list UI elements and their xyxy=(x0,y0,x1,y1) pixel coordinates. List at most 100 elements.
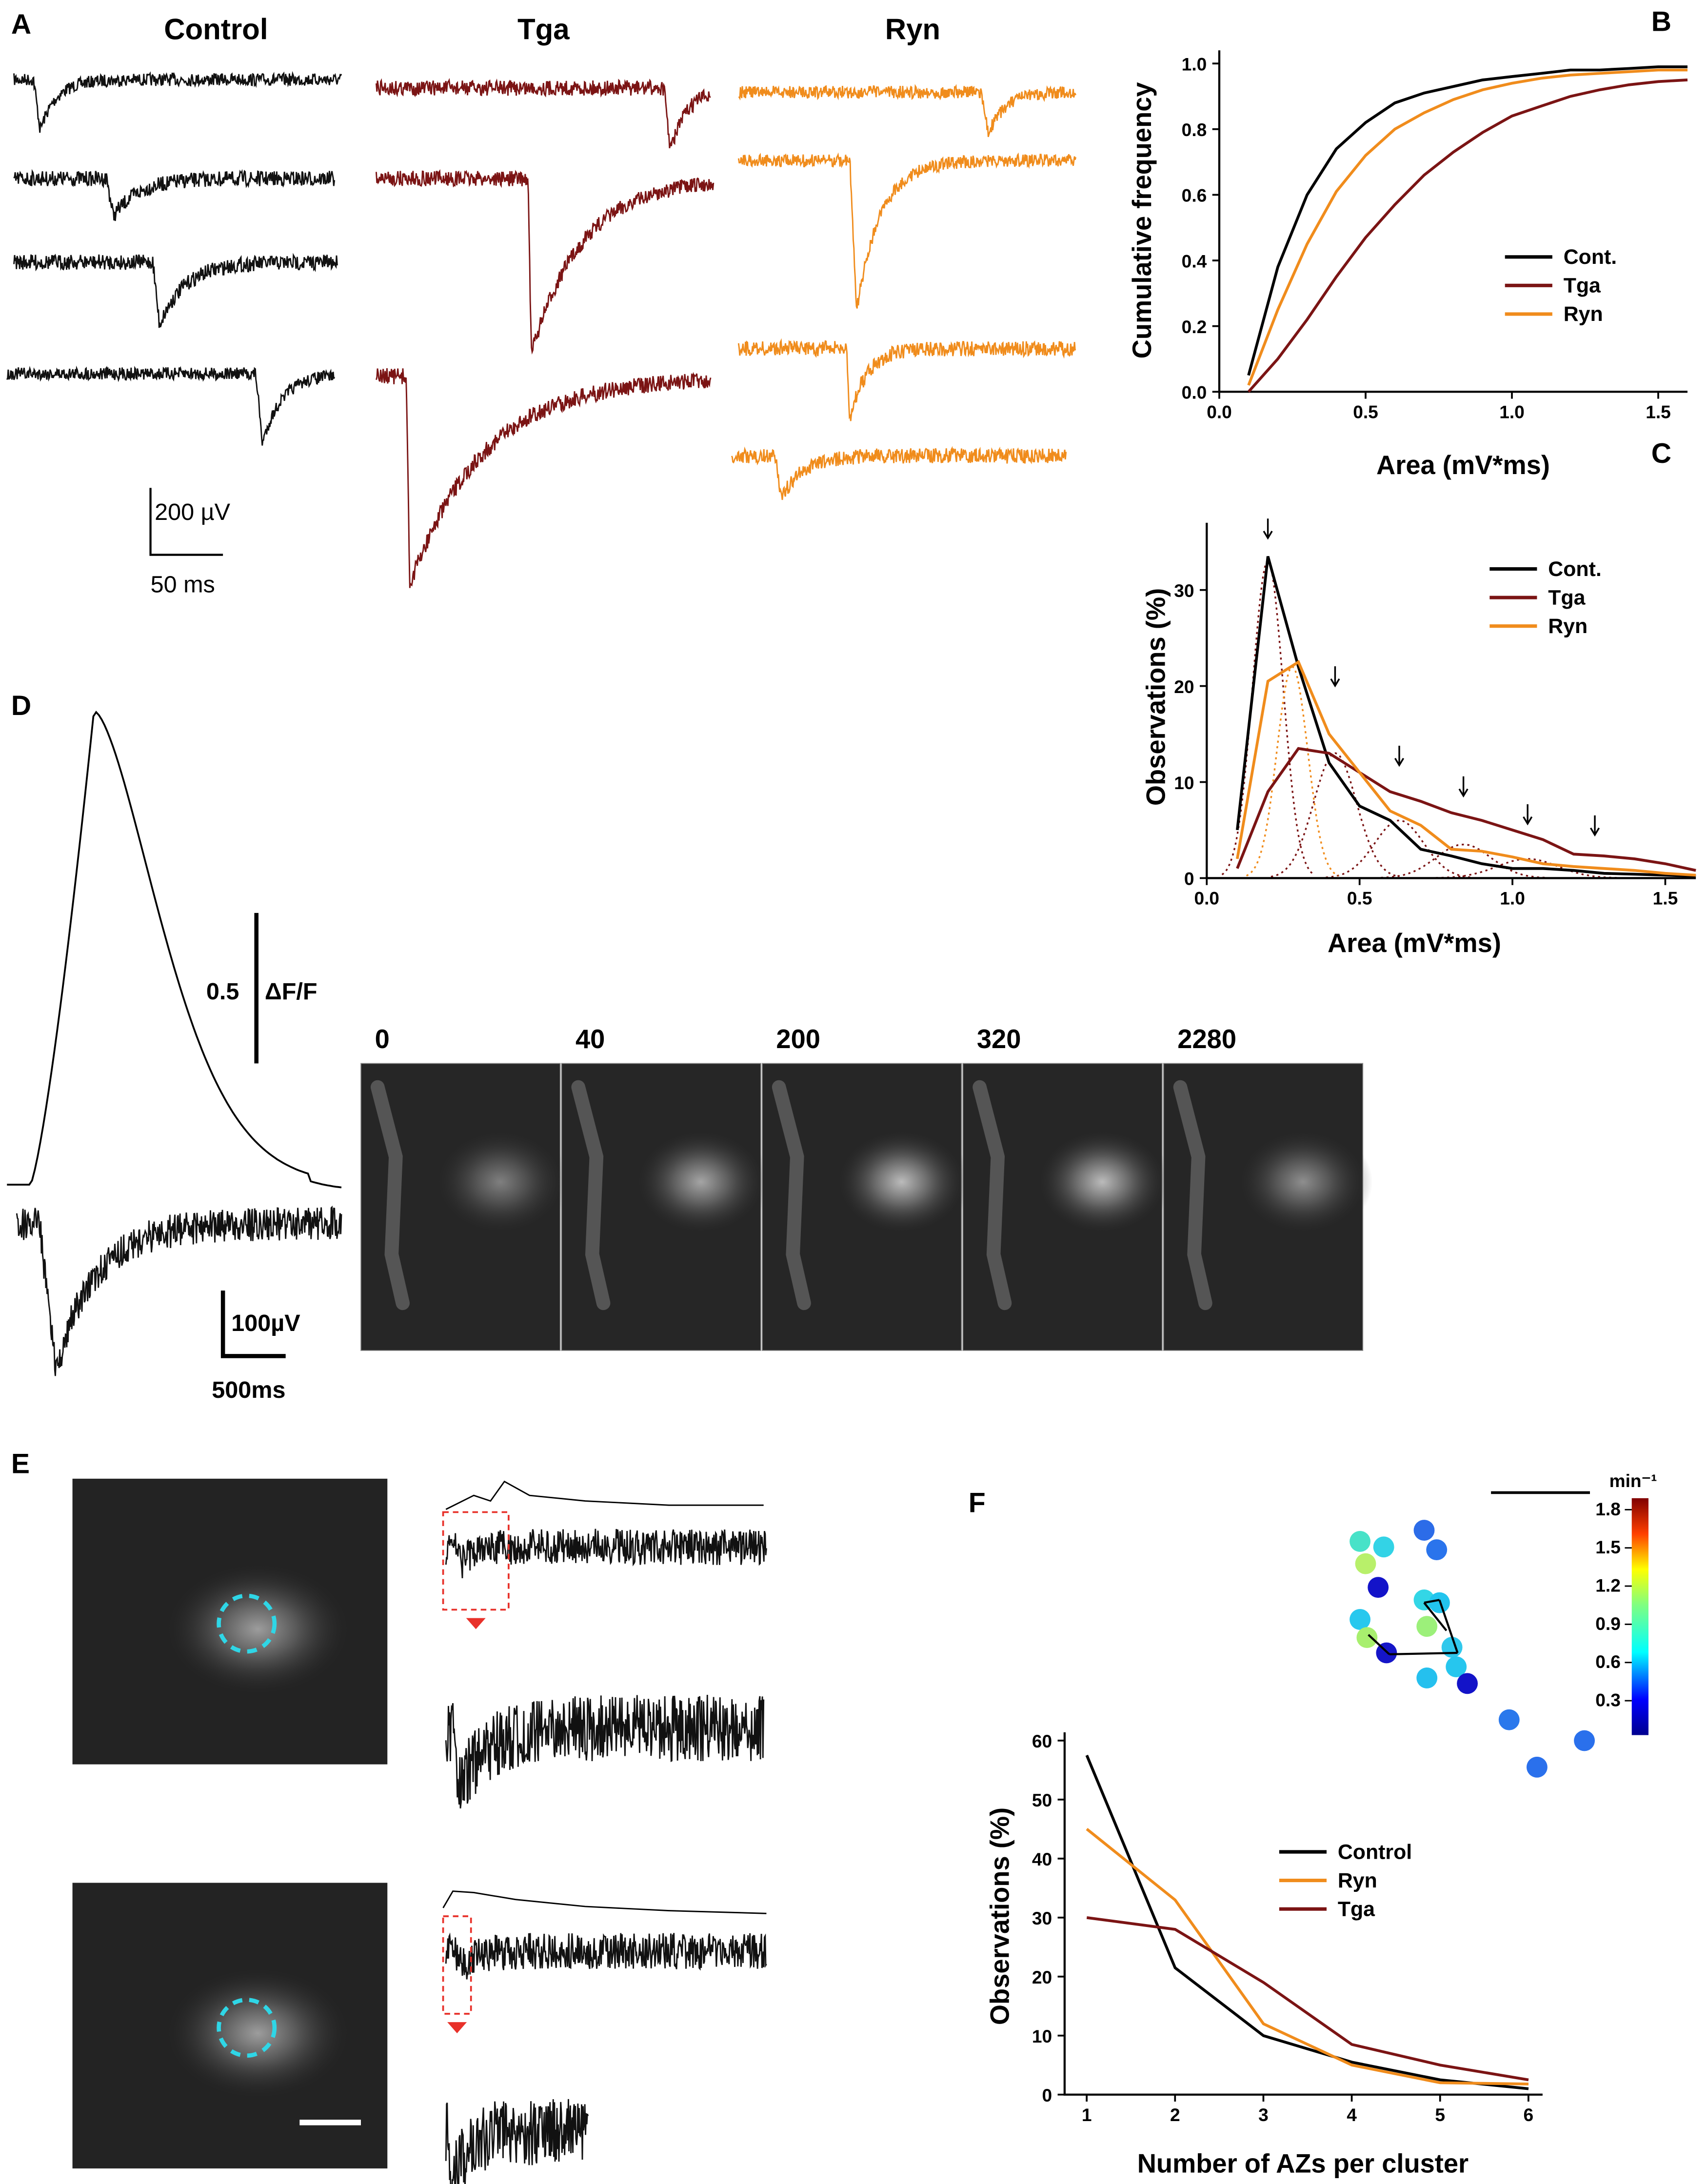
scale-label: ΔF/F xyxy=(265,978,318,1005)
peak-arrow xyxy=(1263,518,1273,540)
colorbar-tick-label: 1.5 xyxy=(1595,1537,1621,1557)
x-tick-label: 1.0 xyxy=(1499,402,1525,422)
fluorescence-trace xyxy=(445,1480,764,1510)
axon-glow xyxy=(1173,1080,1212,1310)
scale-label: 500ms xyxy=(212,1377,285,1403)
trace xyxy=(16,1205,342,1376)
gaussian-fit xyxy=(1270,752,1400,878)
panel-label: B xyxy=(1651,6,1671,37)
cluster-arrows xyxy=(1368,1599,1459,1655)
legend-label: Ryn xyxy=(1548,615,1588,638)
trace xyxy=(13,253,338,328)
x-tick-label: 1 xyxy=(1082,2105,1092,2125)
y-tick-label: 0.4 xyxy=(1182,251,1207,271)
panel-label: D xyxy=(11,690,31,721)
colorbar-tick-label: 1.2 xyxy=(1595,1575,1621,1595)
x-tick-label: 3 xyxy=(1258,2105,1269,2125)
cell-glow xyxy=(1233,1126,1373,1238)
zoom-box xyxy=(442,1511,510,1611)
x-tick-label: 0.5 xyxy=(1347,888,1372,909)
colorbar-tick-label: 0.9 xyxy=(1595,1613,1621,1634)
heading: Ryn xyxy=(885,13,940,45)
series-line xyxy=(1236,747,1696,872)
series-line xyxy=(1085,1754,1529,2090)
y-tick-label: 10 xyxy=(1032,2026,1052,2046)
az-dot xyxy=(1350,1609,1370,1630)
gaussian-fit xyxy=(1436,858,1620,879)
y-tick-label: 50 xyxy=(1032,1790,1052,1810)
x-tick-label: 0.5 xyxy=(1353,402,1378,422)
axis xyxy=(1063,1732,1543,2096)
series-line xyxy=(1247,65,1687,376)
panel-label: F xyxy=(969,1487,986,1518)
y-tick-label: 0.2 xyxy=(1182,317,1207,337)
colorbar xyxy=(1631,1498,1648,1735)
trace xyxy=(737,152,1077,309)
gaussian-fit xyxy=(1326,819,1473,878)
x-tick-label: 4 xyxy=(1347,2105,1357,2125)
x-tick-label: 1.0 xyxy=(1500,888,1525,909)
zoom-arrow xyxy=(447,2022,467,2033)
az-dot xyxy=(1355,1553,1376,1574)
trace xyxy=(445,1932,767,1980)
y-tick-label: 40 xyxy=(1032,1849,1052,1869)
legend-label: Tga xyxy=(1548,586,1586,609)
frame-label: 2280 xyxy=(1177,1024,1236,1054)
x-axis-title: Area (mV*ms) xyxy=(1376,450,1550,480)
series-line xyxy=(1086,1916,1529,2082)
y-axis-title: Observations (%) xyxy=(985,1807,1015,2025)
frame-label: 0 xyxy=(375,1024,390,1054)
legend-label: Ryn xyxy=(1338,1869,1377,1892)
x-axis-title: Area (mV*ms) xyxy=(1328,928,1501,958)
peak-arrow xyxy=(1523,804,1533,826)
y-tick-label: 30 xyxy=(1174,580,1194,601)
gaussian-fit xyxy=(1246,665,1339,877)
x-tick-label: 0.0 xyxy=(1194,888,1219,909)
heading: Control xyxy=(164,13,268,45)
trace xyxy=(445,1529,767,1578)
colorbar-title: min⁻¹ xyxy=(1609,1470,1657,1491)
y-tick-label: 30 xyxy=(1032,1908,1052,1928)
scale-label: 50 ms xyxy=(151,572,215,598)
trace xyxy=(445,1694,765,1809)
panel-label: A xyxy=(11,9,31,40)
y-tick-label: 0 xyxy=(1184,869,1194,889)
y-axis-title: Cumulative frequency xyxy=(1127,82,1157,358)
trace xyxy=(445,2099,589,2184)
y-tick-label: 0.8 xyxy=(1182,119,1207,140)
trace xyxy=(376,78,711,149)
heading: Tga xyxy=(517,13,570,45)
az-dot xyxy=(1368,1577,1389,1598)
series-line xyxy=(1236,556,1696,878)
x-tick-label: 1.5 xyxy=(1646,402,1671,422)
trace xyxy=(13,169,336,221)
legend-label: Cont. xyxy=(1548,557,1601,581)
scale-bar xyxy=(149,488,223,556)
trace xyxy=(738,84,1077,138)
x-tick-label: 5 xyxy=(1435,2105,1445,2125)
axon-glow xyxy=(571,1080,611,1310)
peak-arrow xyxy=(1330,666,1340,688)
trace xyxy=(13,71,342,133)
y-tick-label: 20 xyxy=(1174,676,1194,697)
axis xyxy=(1206,522,1696,879)
axis xyxy=(1218,50,1687,393)
series-line xyxy=(1086,1827,1529,2085)
x-tick-label: 1.5 xyxy=(1653,888,1678,909)
y-tick-label: 1.0 xyxy=(1182,54,1207,74)
legend-label: Control xyxy=(1338,1840,1412,1864)
series-line xyxy=(1247,68,1687,386)
az-dot xyxy=(1441,1637,1463,1658)
az-dot xyxy=(1457,1673,1478,1694)
x-tick-label: 6 xyxy=(1524,2105,1534,2125)
cell-glow xyxy=(832,1126,972,1238)
fluorescence-trace xyxy=(7,711,342,1189)
az-dot xyxy=(1356,1627,1378,1648)
legend-label: Ryn xyxy=(1564,302,1603,326)
x-tick-label: 0.0 xyxy=(1207,402,1232,422)
peak-arrow xyxy=(1458,776,1469,798)
az-dot xyxy=(1527,1756,1548,1778)
az-dot xyxy=(1498,1709,1520,1730)
panel-label: E xyxy=(11,1448,30,1479)
